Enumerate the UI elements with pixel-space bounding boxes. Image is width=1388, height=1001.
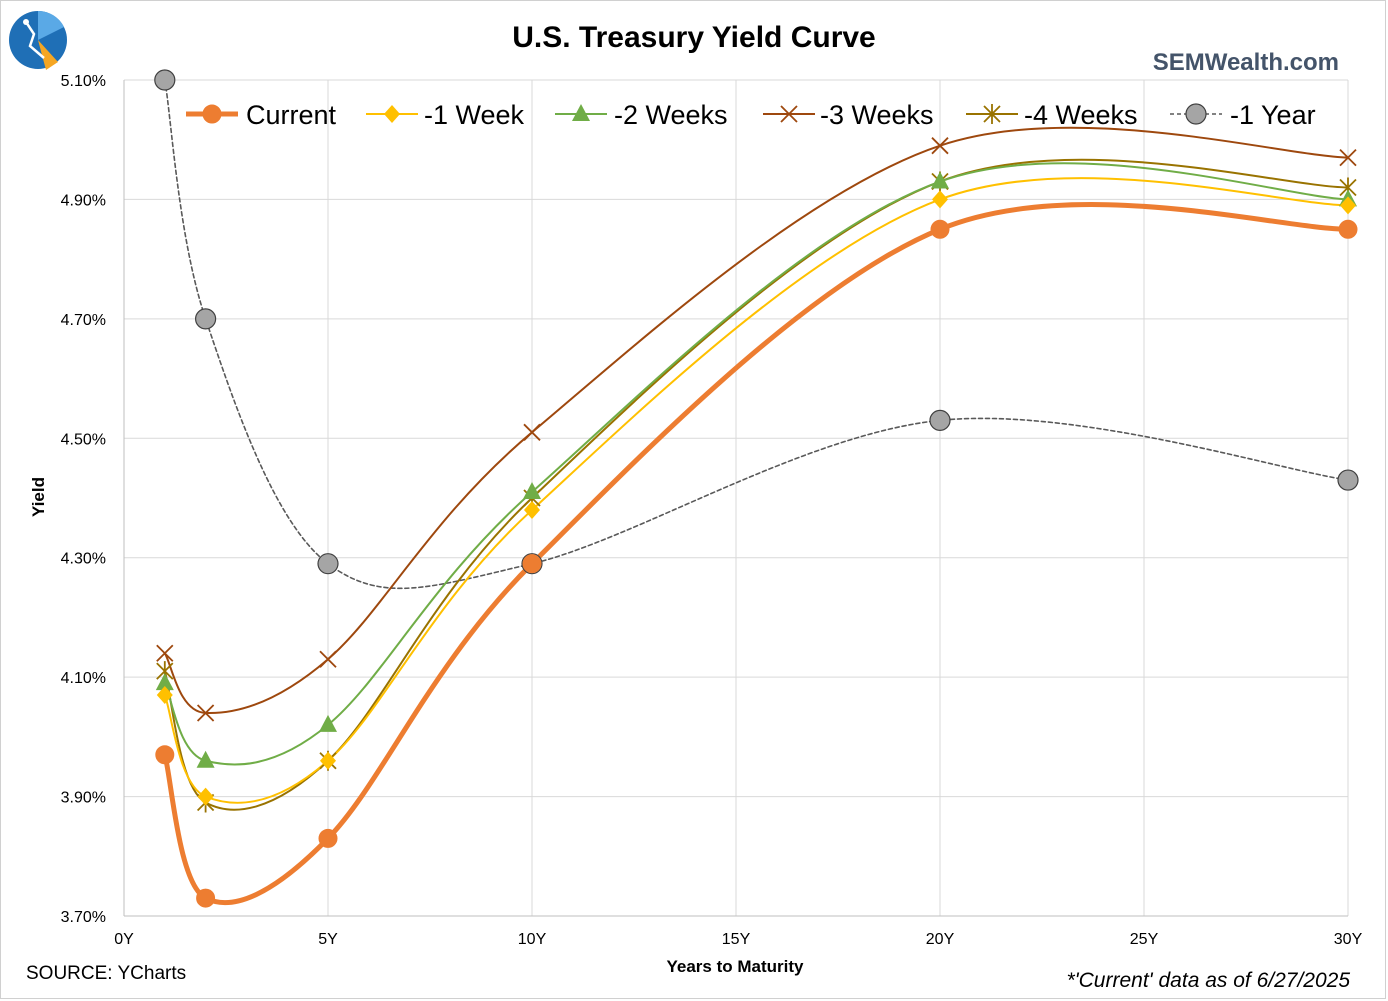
legend-marker-week2 [572,104,590,121]
y-tick-label: 4.10% [61,670,106,687]
data-point-week2 [196,750,215,768]
y-tick-label: 4.50% [61,431,106,448]
data-point-week3 [196,704,215,722]
y-tick-label: 3.70% [61,909,106,926]
data-point-year1 [929,409,951,431]
data-point-week1 [524,500,540,519]
data-point-current [155,745,175,765]
series-markers [154,69,1359,908]
y-tick-label: 5.10% [61,73,106,90]
x-tick-label: 0Y [114,931,134,948]
semwealth-logo-icon [9,10,67,70]
y-tick-label: 4.70% [61,312,106,329]
source-label: SOURCE: YCharts [26,963,186,984]
x-tick-label: 10Y [518,931,547,948]
axes [123,80,1348,917]
series-line-current [162,202,1351,906]
legend-label-week3: -3 Weeks [820,100,934,130]
data-point-week2 [319,714,337,732]
legend-marker-current [202,104,222,124]
legend-label-year1: -1 Year [1230,100,1316,130]
legend-label-week1: -1 Week [424,100,525,130]
legend-label-current: Current [246,100,337,130]
x-axis-title: Years to Maturity [667,957,805,976]
data-point-current [522,554,542,574]
data-point-week1 [320,751,336,770]
y-tick-label: 4.90% [61,192,106,209]
series-lines [162,79,1351,906]
data-point-week2 [523,482,541,500]
series-line-week2 [163,162,1349,766]
x-tick-label: 25Y [1130,931,1159,948]
data-point-week3 [931,137,949,155]
data-point-week3 [156,644,174,662]
grid-lines [124,79,1349,917]
data-point-week3 [1339,148,1357,167]
data-point-current [196,888,216,908]
series-line-week3 [163,126,1349,715]
chart-title: U.S. Treasury Yield Curve [512,21,876,54]
data-date-note: *'Current' data as of 6/27/2025 [1066,969,1350,992]
series-line-week1 [163,177,1349,804]
legend-marker-year1 [1185,103,1207,125]
data-point-week3 [319,650,337,668]
data-point-week2 [155,673,174,691]
y-tick-label: 3.90% [61,790,106,807]
brand-site: SEMWealth.com [1153,49,1339,76]
data-point-current [1338,219,1358,239]
data-point-year1 [317,553,339,575]
data-point-week1 [1340,196,1356,215]
y-axis-title: Yield [29,477,48,517]
legend-label-week2: -2 Weeks [614,100,728,130]
series-line-year1 [164,79,1349,590]
x-tick-label: 15Y [722,931,751,948]
data-point-week1 [932,190,948,209]
data-point-year1 [195,308,217,330]
data-point-current [930,219,950,239]
x-tick-label: 30Y [1334,931,1363,948]
legend-marker-week1 [384,105,400,123]
data-point-year1 [1337,469,1359,491]
legend-label-week4: -4 Weeks [1024,100,1138,130]
data-point-week1 [156,686,173,705]
x-tick-label: 5Y [318,931,338,948]
legend-marker-week3 [780,105,798,123]
data-point-current [318,828,338,848]
y-tick-label: 4.30% [61,551,106,568]
tick-labels: 3.70% 3.90% 4.10% 4.30% 4.50% 4.70% 4.90% 5.10%… [61,73,1363,948]
x-tick-label: 20Y [926,931,955,948]
data-point-year1 [154,69,176,91]
legend: Current -1 Week -2 Weeks -3 Weeks -4 Weeks -1… [186,100,1316,130]
data-point-week1 [197,787,214,806]
legend-marker-week4 [983,104,1001,124]
data-point-week3 [523,423,541,441]
data-point-week2 [931,171,949,189]
